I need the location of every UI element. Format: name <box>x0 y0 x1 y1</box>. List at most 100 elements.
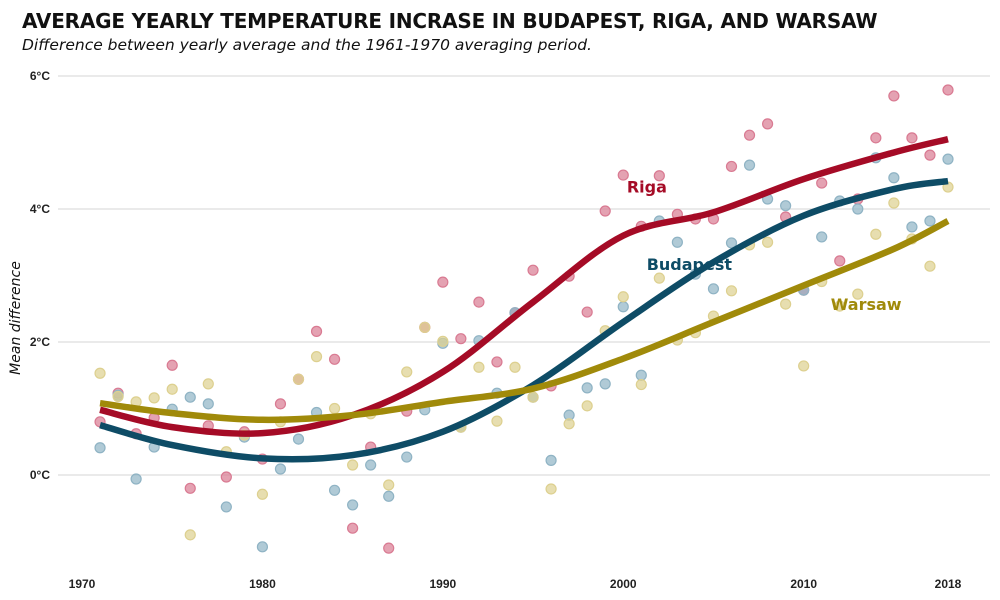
data-point-warsaw <box>184 529 196 541</box>
data-point-warsaw <box>581 400 593 412</box>
data-point-budapest <box>671 236 683 248</box>
data-point-budapest <box>545 454 557 466</box>
data-point-warsaw <box>635 378 647 391</box>
y-tick-label: 0°C <box>30 468 50 482</box>
data-point-warsaw <box>491 415 503 427</box>
data-point-warsaw <box>310 351 323 363</box>
x-tick-label: 1980 <box>249 577 276 591</box>
grid-lines <box>58 75 990 476</box>
y-tick-label: 6°C <box>30 69 50 83</box>
x-tick-label: 2000 <box>610 577 637 591</box>
data-point-budapest <box>743 159 756 171</box>
x-tick-label: 1990 <box>429 577 456 591</box>
series-label-warsaw: Warsaw <box>831 295 902 314</box>
series-label-budapest: Budapest <box>647 255 733 274</box>
data-point-budapest <box>130 473 142 485</box>
data-point-riga <box>274 398 287 410</box>
data-point-warsaw <box>401 366 413 378</box>
data-point-warsaw <box>834 300 846 312</box>
data-point-riga <box>816 177 828 189</box>
chart-subtitle: Difference between yearly average and th… <box>22 36 592 54</box>
data-point-budapest <box>816 231 828 243</box>
data-point-riga <box>347 522 359 534</box>
data-point-riga <box>906 132 918 144</box>
data-point-warsaw <box>852 288 864 300</box>
data-point-riga <box>743 129 756 141</box>
data-point-warsaw <box>545 483 557 495</box>
data-point-riga <box>617 169 629 181</box>
data-point-warsaw <box>202 378 214 390</box>
data-point-warsaw <box>617 291 629 303</box>
data-point-warsaw <box>328 402 341 415</box>
data-point-budapest <box>635 369 647 381</box>
x-tick-label: 1970 <box>69 577 96 591</box>
x-tick-label: 2018 <box>935 577 962 591</box>
data-point-riga <box>725 160 738 173</box>
trend-lines <box>99 136 950 463</box>
data-point-budapest <box>924 215 936 227</box>
data-point-warsaw <box>437 335 449 347</box>
data-point-budapest <box>94 442 106 454</box>
chart-title: AVERAGE YEARLY TEMPERATURE INCRASE IN BU… <box>22 9 878 33</box>
data-point-riga <box>888 90 900 102</box>
data-point-budapest <box>617 301 629 313</box>
data-point-riga <box>942 84 954 96</box>
data-point-warsaw <box>888 197 900 209</box>
data-point-warsaw <box>419 321 431 333</box>
data-point-budapest <box>202 398 214 410</box>
data-point-warsaw <box>473 361 485 373</box>
data-point-riga <box>527 264 539 276</box>
data-point-warsaw <box>383 479 395 491</box>
x-tick-label: 2010 <box>790 577 817 591</box>
data-point-budapest <box>347 499 359 511</box>
data-point-budapest <box>365 459 377 471</box>
data-point-riga <box>473 296 485 308</box>
data-point-budapest <box>707 283 720 295</box>
data-point-warsaw <box>653 272 665 284</box>
data-point-warsaw <box>924 260 936 272</box>
data-point-riga <box>383 542 395 554</box>
data-point-budapest <box>780 200 792 212</box>
data-point-warsaw <box>761 236 774 248</box>
data-point-warsaw <box>798 360 810 372</box>
data-point-budapest <box>942 153 954 165</box>
data-point-riga <box>184 482 196 494</box>
y-axis-ticks: 0°C 2°C 4°C 6°C <box>30 69 50 482</box>
data-point-warsaw <box>94 367 106 379</box>
scatter-points <box>94 84 954 554</box>
data-point-riga <box>924 149 936 161</box>
data-point-riga <box>581 306 593 318</box>
data-point-budapest <box>599 378 611 390</box>
data-point-warsaw <box>347 459 359 471</box>
data-point-budapest <box>274 463 287 475</box>
data-point-warsaw <box>563 418 575 430</box>
y-axis-label: Mean difference <box>8 261 24 375</box>
data-point-riga <box>437 276 449 288</box>
series-labels: Riga Budapest Warsaw <box>627 177 902 314</box>
data-point-warsaw <box>509 361 521 373</box>
data-point-warsaw <box>292 373 305 385</box>
trend-line-riga <box>99 136 949 437</box>
y-tick-label: 4°C <box>30 202 50 216</box>
data-point-budapest <box>725 237 738 249</box>
data-point-riga <box>328 353 341 365</box>
data-point-budapest <box>328 484 341 496</box>
data-point-budapest <box>184 391 196 403</box>
data-point-warsaw <box>148 392 160 404</box>
data-point-warsaw <box>166 383 178 395</box>
series-label-riga: Riga <box>627 177 667 196</box>
data-point-riga <box>491 356 503 368</box>
data-point-warsaw <box>870 228 882 240</box>
data-point-budapest <box>383 490 395 502</box>
data-point-warsaw <box>112 390 124 403</box>
data-point-warsaw <box>527 391 539 403</box>
data-point-budapest <box>906 221 918 233</box>
data-point-riga <box>455 333 467 345</box>
data-point-riga <box>653 170 665 182</box>
data-point-riga <box>310 325 323 337</box>
data-point-riga <box>166 359 178 371</box>
data-point-warsaw <box>256 488 269 500</box>
data-point-budapest <box>888 172 900 184</box>
data-point-budapest <box>401 451 413 463</box>
